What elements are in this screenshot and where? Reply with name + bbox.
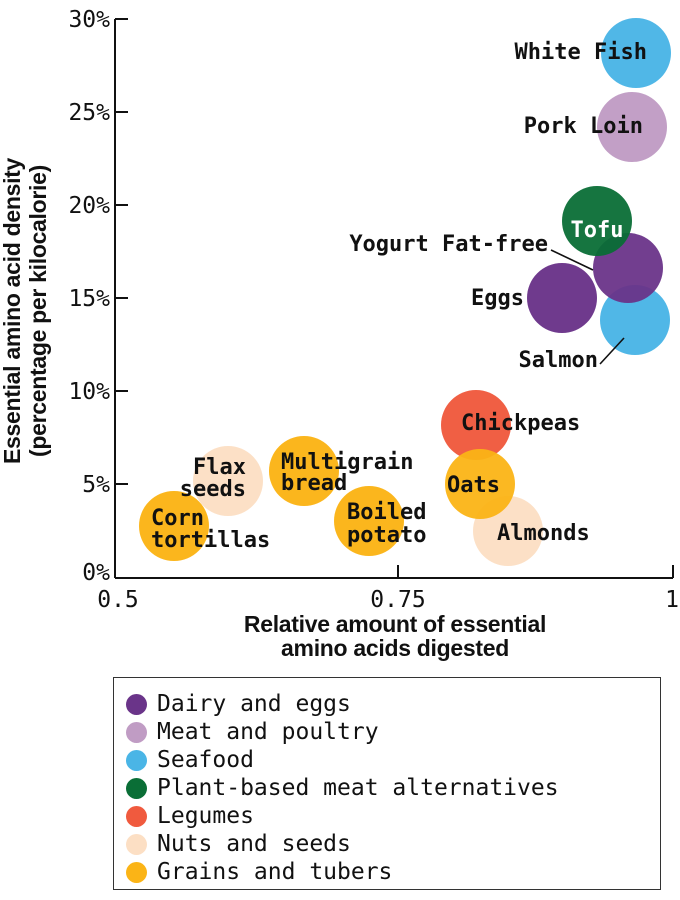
label-tofu: Tofu [571,218,624,243]
legend-label: Dairy and eggs [157,691,351,717]
legend-label: Plant-based meat alternatives [157,775,559,801]
legend-item-nuts-and-seeds: Nuts and seeds [126,830,660,858]
legend-label: Seafood [157,747,254,773]
legend-swatch-icon [126,721,147,743]
label-multigrain-bread: Multigrain [281,450,413,475]
y-axis [114,18,128,578]
label-flax-seeds: Flax [193,455,246,480]
label-pork-loin: Pork Loin [524,114,643,139]
label-boiled-potato: potato [347,523,426,548]
label-white-fish: White Fish [515,40,647,65]
y-axis-title-line2: (percentage per kilocalorie) [25,165,51,457]
leader-line-yogurt [550,249,594,271]
y-tick-label: 10% [68,379,110,405]
legend-label: Nuts and seeds [157,831,351,857]
bubble-pork-loin[interactable] [597,92,667,162]
x-axis-title-line1: Relative amount of essential [243,611,547,637]
bubble-boiled-potato[interactable] [334,486,404,556]
label-eggs: Eggs [471,286,524,311]
bubble-white-fish[interactable] [601,18,671,88]
bubble-corn-tortillas[interactable] [139,491,209,561]
label-oats: Oats [447,473,500,498]
legend-swatch-icon [126,805,147,827]
y-tick-label: 0% [82,560,110,586]
legend-swatch-icon [126,861,147,883]
bubble-oats[interactable] [445,449,515,519]
bubble-tofu[interactable] [562,186,632,256]
y-tick-label: 5% [82,472,110,498]
label-corn-tortillas: Corn [151,506,204,531]
y-axis-title: Essential amino acid density (percentage… [0,31,51,591]
legend-item-grains-and-tubers: Grains and tubers [126,858,660,886]
y-tick-label: 30% [68,7,110,33]
legend-swatch-icon [126,749,147,771]
bubble-multigrain-bread[interactable] [269,436,339,506]
label-salmon: Salmon [519,348,598,373]
label-flax-seeds: seeds [180,477,246,502]
x-tick-label: 0.75 [370,587,425,613]
legend-swatch-icon [126,693,147,715]
x-tick-label: 0.5 [97,587,139,613]
legend-label: Grains and tubers [157,859,393,885]
x-axis-title-line2: amino acids digested [281,635,509,661]
y-tick-label: 25% [68,100,110,126]
label-yogurt: Yogurt Fat-free [349,232,548,257]
label-chickpeas: Chickpeas [461,411,580,436]
legend-item-seafood: Seafood [126,746,660,774]
y-tick-label: 15% [68,286,110,312]
legend-label: Meat and poultry [157,719,379,745]
label-almonds: Almonds [497,521,590,546]
x-tick-label: 1 [665,587,679,613]
leader-line-salmon [599,337,625,365]
bubble-eggs[interactable] [527,263,597,333]
bubble-chickpeas[interactable] [441,390,511,460]
bubble-flax-seeds[interactable] [193,446,263,516]
x-axis-title: Relative amount of essential amino acids… [115,612,675,660]
legend-item-legumes: Legumes [126,802,660,830]
y-tick-label: 20% [68,193,110,219]
legend-label: Legumes [157,803,254,829]
bubble-salmon[interactable] [600,285,670,355]
plot-bubbles [139,18,671,566]
y-axis-title-line1: Essential amino acid density [0,157,25,465]
label-boiled-potato: Boiled [347,500,426,525]
legend-item-plant-based: Plant-based meat alternatives [126,774,660,802]
legend-item-dairy-and-eggs: Dairy and eggs [126,690,660,718]
legend-swatch-icon [126,777,147,799]
x-axis [115,565,674,579]
label-corn-tortillas: tortillas [151,528,270,553]
label-multigrain-bread: bread [281,471,347,496]
legend-swatch-icon [126,833,147,855]
legend-item-meat-and-poultry: Meat and poultry [126,718,660,746]
legend: Dairy and eggs Meat and poultry Seafood … [113,677,661,890]
scatter-plot: 30% 25% 20% 15% 10% 5% 0% 0.5 0.75 1 Whi… [68,7,679,613]
